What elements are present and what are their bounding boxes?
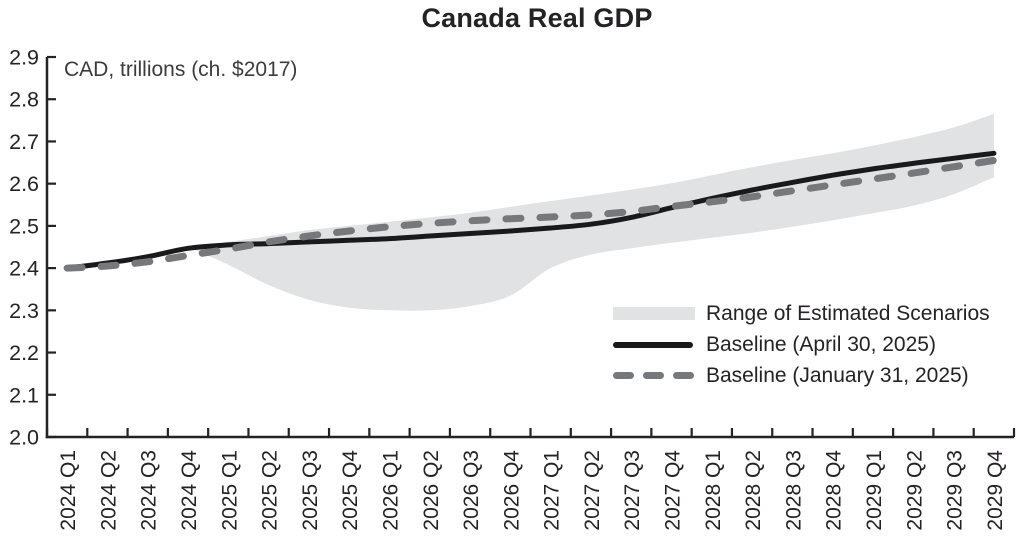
x-tick-label: 2024 Q2 <box>97 450 120 531</box>
legend-item-baseline-january: Baseline (January 31, 2025) <box>613 360 990 391</box>
x-tick-label: 2029 Q4 <box>984 450 1007 531</box>
range-band-swatch-icon <box>613 307 695 320</box>
y-tick-label: 2.0 <box>9 426 39 450</box>
x-tick-label: 2027 Q1 <box>541 450 564 531</box>
x-tick-label: 2029 Q3 <box>944 450 967 531</box>
axes-group: 2.0 2.1 2.2 2.3 2.4 2.5 2.6 2.7 2.8 2.9 2024 Q1 202… <box>9 46 1016 531</box>
x-tick-label: 2029 Q1 <box>863 450 886 531</box>
x-tick-label: 2024 Q4 <box>178 450 201 531</box>
y-tick-label: 2.2 <box>9 341 39 365</box>
legend-label-baseline-january: Baseline (January 31, 2025) <box>706 363 969 387</box>
y-tick-label: 2.5 <box>9 214 39 238</box>
series-lines-group <box>63 150 998 272</box>
x-tick-label: 2026 Q4 <box>500 450 523 531</box>
x-tick-label: 2025 Q4 <box>339 450 362 531</box>
legend: Range of Estimated Scenarios Baseline (A… <box>613 298 990 391</box>
x-tick-label: 2024 Q3 <box>138 450 161 531</box>
y-tick-label: 2.6 <box>9 172 39 196</box>
y-tick-label: 2.7 <box>9 130 39 154</box>
page-title: Canada Real GDP <box>421 3 653 33</box>
y-tick-label: 2.3 <box>9 299 39 323</box>
x-tick-label: 2024 Q1 <box>57 450 80 531</box>
x-tick-label: 2028 Q4 <box>823 450 846 531</box>
y-tick-label: 2.1 <box>9 383 39 407</box>
x-tick-label: 2028 Q1 <box>702 450 725 531</box>
x-tick-label: 2025 Q3 <box>299 450 322 531</box>
x-tick-label: 2025 Q2 <box>259 450 282 531</box>
solid-line-swatch-icon <box>613 341 695 348</box>
x-tick-label: 2027 Q3 <box>621 450 644 531</box>
y-tick-label: 2.9 <box>9 46 39 70</box>
legend-label-baseline-april: Baseline (April 30, 2025) <box>706 332 936 356</box>
dashed-line-swatch-icon <box>613 372 695 379</box>
x-tick-label: 2026 Q2 <box>420 450 443 531</box>
legend-item-range: Range of Estimated Scenarios <box>613 298 990 329</box>
x-tick-label: 2026 Q3 <box>460 450 483 531</box>
x-tick-label: 2027 Q2 <box>581 450 604 531</box>
x-tick-label: 2027 Q4 <box>662 450 685 531</box>
y-tick-label: 2.8 <box>9 88 39 112</box>
baseline-april-line <box>64 150 997 271</box>
x-tick-label: 2028 Q3 <box>782 450 805 531</box>
y-tick-label: 2.4 <box>9 257 39 281</box>
x-tick-label: 2029 Q2 <box>903 450 926 531</box>
x-tick-label: 2025 Q1 <box>218 450 241 531</box>
unit-annotation: CAD, trillions (ch. $2017) <box>64 58 298 81</box>
legend-label-range: Range of Estimated Scenarios <box>706 301 990 325</box>
legend-item-baseline-april: Baseline (April 30, 2025) <box>613 329 990 360</box>
x-tick-label: 2028 Q2 <box>742 450 765 531</box>
x-tick-label: 2026 Q1 <box>379 450 402 531</box>
